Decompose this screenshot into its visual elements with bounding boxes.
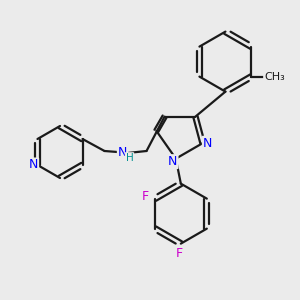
Text: F: F [175, 247, 182, 260]
Text: H: H [126, 153, 134, 163]
Text: N: N [168, 155, 178, 168]
Text: F: F [141, 190, 148, 203]
Text: CH₃: CH₃ [264, 72, 285, 82]
Text: N: N [29, 158, 38, 172]
Text: N: N [118, 146, 127, 160]
Text: N: N [203, 137, 212, 150]
